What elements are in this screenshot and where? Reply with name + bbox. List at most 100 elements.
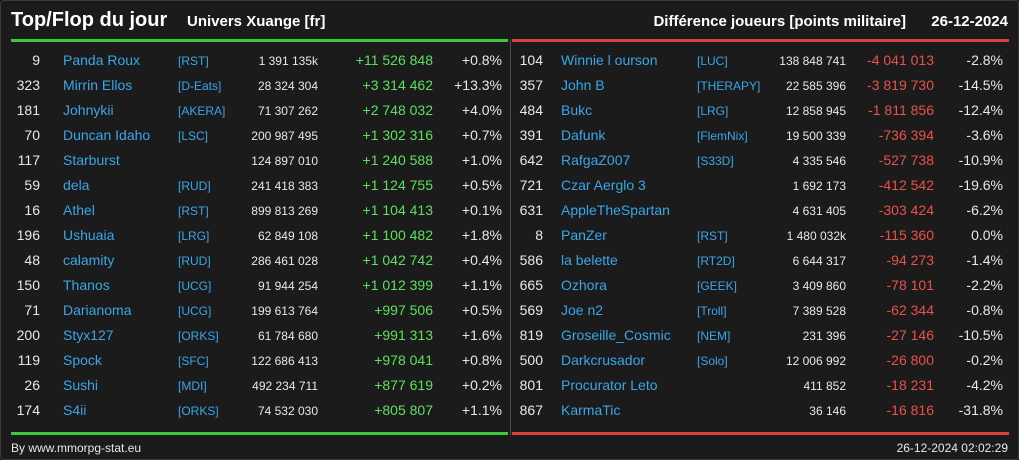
- player-name-link[interactable]: Starburst: [63, 152, 120, 168]
- player-name-link[interactable]: Groseille_Cosmic: [561, 327, 671, 343]
- alliance-tag-link[interactable]: [LUC]: [697, 54, 728, 68]
- player-name-link[interactable]: AppleTheSpartan: [561, 202, 670, 218]
- player-name-link[interactable]: S4ii: [63, 402, 87, 418]
- player-rank: 642: [519, 152, 543, 168]
- alliance-tag-link[interactable]: [LSC]: [178, 129, 209, 143]
- alliance-tag-link[interactable]: [THERAPY]: [697, 79, 761, 93]
- percent-change: -10.9%: [958, 152, 1003, 168]
- player-name-link[interactable]: Panda Roux: [63, 52, 141, 68]
- player-name-link[interactable]: Ozhora: [561, 277, 607, 293]
- points-difference: +1 124 755: [362, 177, 433, 193]
- points-difference: +2 748 032: [362, 102, 433, 118]
- player-rank: 174: [16, 402, 40, 418]
- player-name-link[interactable]: Bukc: [561, 102, 593, 118]
- percent-change: +0.7%: [461, 127, 502, 143]
- alliance-tag-link[interactable]: [LRG]: [697, 104, 729, 118]
- alliance-tag-link[interactable]: [GEEK]: [697, 279, 738, 293]
- percent-change: +1.1%: [461, 277, 502, 293]
- player-name-link[interactable]: Dafunk: [561, 127, 606, 143]
- footer-credit: By www.mmorpg-stat.eu: [11, 441, 142, 455]
- player-rank: 631: [519, 202, 543, 218]
- percent-change: -3.6%: [966, 127, 1003, 143]
- flop-table-row: 569 Joe n2 [Troll] 7 389 528 -62 344 -0.8%: [512, 298, 1009, 323]
- alliance-tag-link[interactable]: [UCG]: [178, 279, 212, 293]
- military-points: 36 146: [809, 404, 846, 418]
- points-difference: +1 240 588: [362, 152, 433, 168]
- player-name-link[interactable]: Styx127: [63, 327, 114, 343]
- points-difference: -115 360: [879, 227, 934, 243]
- player-name-link[interactable]: PanZer: [561, 227, 607, 243]
- player-name-link[interactable]: Johnykii: [63, 102, 114, 118]
- alliance-tag-link[interactable]: [AKERA]: [178, 104, 226, 118]
- player-name-link[interactable]: Thanos: [63, 277, 110, 293]
- player-name-link[interactable]: Darianoma: [63, 302, 132, 318]
- player-rank: 150: [16, 277, 40, 293]
- military-points: 12 858 945: [785, 104, 846, 118]
- alliance-tag-link[interactable]: [RUD]: [178, 179, 211, 193]
- military-points: 492 234 711: [252, 379, 318, 393]
- alliance-tag-link[interactable]: [RT2D]: [697, 254, 735, 268]
- top-table-row: 16 Athel [RST] 899 813 269 +1 104 413 +0.1%: [11, 198, 508, 223]
- military-points: 3 409 860: [792, 279, 846, 293]
- alliance-tag-link[interactable]: [RUD]: [178, 254, 211, 268]
- alliance-tag-link[interactable]: [Troll]: [697, 304, 727, 318]
- alliance-tag-link[interactable]: [UCG]: [178, 304, 212, 318]
- player-name-link[interactable]: Czar Aerglo 3: [561, 177, 646, 193]
- player-name-link[interactable]: Joe n2: [561, 302, 604, 318]
- player-name-link[interactable]: KarmaTic: [561, 402, 621, 418]
- player-name-link[interactable]: RafgaZ007: [561, 152, 631, 168]
- percent-change: -12.4%: [958, 102, 1003, 118]
- player-name-link[interactable]: Athel: [63, 202, 95, 218]
- player-name-link[interactable]: Mirrin Ellos: [63, 77, 133, 93]
- points-difference: -16 816: [886, 402, 934, 418]
- player-name-link[interactable]: la belette: [561, 252, 618, 268]
- points-difference: -27 146: [886, 327, 934, 343]
- player-name-link[interactable]: dela: [63, 177, 90, 193]
- player-rank: 665: [519, 277, 543, 293]
- player-name-link[interactable]: Ushuaia: [63, 227, 115, 243]
- alliance-tag-link[interactable]: [FlemNix]: [697, 129, 748, 143]
- player-name-link[interactable]: Darkcrusador: [561, 352, 646, 368]
- alliance-tag-link[interactable]: [Solo]: [697, 354, 728, 368]
- alliance-tag-link[interactable]: [LRG]: [178, 229, 210, 243]
- player-rank: 196: [16, 227, 40, 243]
- alliance-tag-link[interactable]: [ORKS]: [178, 329, 219, 343]
- player-name-link[interactable]: Spock: [63, 352, 102, 368]
- player-name-link[interactable]: Duncan Idaho: [63, 127, 151, 143]
- alliance-tag-link[interactable]: [RST]: [697, 229, 728, 243]
- points-difference: +3 314 462: [362, 77, 433, 93]
- alliance-tag-link[interactable]: [ORKS]: [178, 404, 219, 418]
- player-name-link[interactable]: Sushi: [63, 377, 99, 393]
- flop-accent-bar: [512, 39, 1009, 42]
- player-rank: 484: [519, 102, 543, 118]
- military-points: 899 813 269: [251, 204, 318, 218]
- alliance-tag-link[interactable]: [RST]: [178, 204, 209, 218]
- percent-change: +1.6%: [461, 327, 502, 343]
- player-name-link[interactable]: John B: [561, 77, 605, 93]
- points-difference: -303 424: [878, 202, 934, 218]
- military-points: 1 692 173: [792, 179, 846, 193]
- player-name-link[interactable]: Winnie l ourson: [561, 52, 658, 68]
- flop-table-row: 391 Dafunk [FlemNix] 19 500 339 -736 394 -3.6…: [512, 123, 1009, 148]
- alliance-tag-link[interactable]: [D-Eats]: [178, 79, 222, 93]
- percent-change: 0.0%: [971, 227, 1003, 243]
- alliance-tag-link[interactable]: [NEM]: [697, 329, 731, 343]
- military-points: 91 944 254: [257, 279, 318, 293]
- alliance-tag-link[interactable]: [S33D]: [697, 154, 734, 168]
- points-difference: -412 542: [878, 177, 934, 193]
- player-rank: 500: [519, 352, 543, 368]
- points-difference: -1 811 856: [868, 102, 934, 118]
- points-difference: -736 394: [878, 127, 934, 143]
- points-difference: +1 104 413: [362, 202, 433, 218]
- top-table-row: 26 Sushi [MDI] 492 234 711 +877 619 +0.2%: [11, 373, 508, 398]
- player-name-link[interactable]: Procurator Leto: [561, 377, 658, 393]
- percent-change: -0.2%: [966, 352, 1003, 368]
- top-table-row: 174 S4ii [ORKS] 74 532 030 +805 807 +1.1%: [11, 398, 508, 423]
- player-name-link[interactable]: calamity: [63, 252, 115, 268]
- alliance-tag-link[interactable]: [MDI]: [178, 379, 207, 393]
- points-difference: -94 273: [886, 252, 934, 268]
- alliance-tag-link[interactable]: [RST]: [178, 54, 209, 68]
- points-difference: -62 344: [886, 302, 934, 318]
- alliance-tag-link[interactable]: [SFC]: [178, 354, 209, 368]
